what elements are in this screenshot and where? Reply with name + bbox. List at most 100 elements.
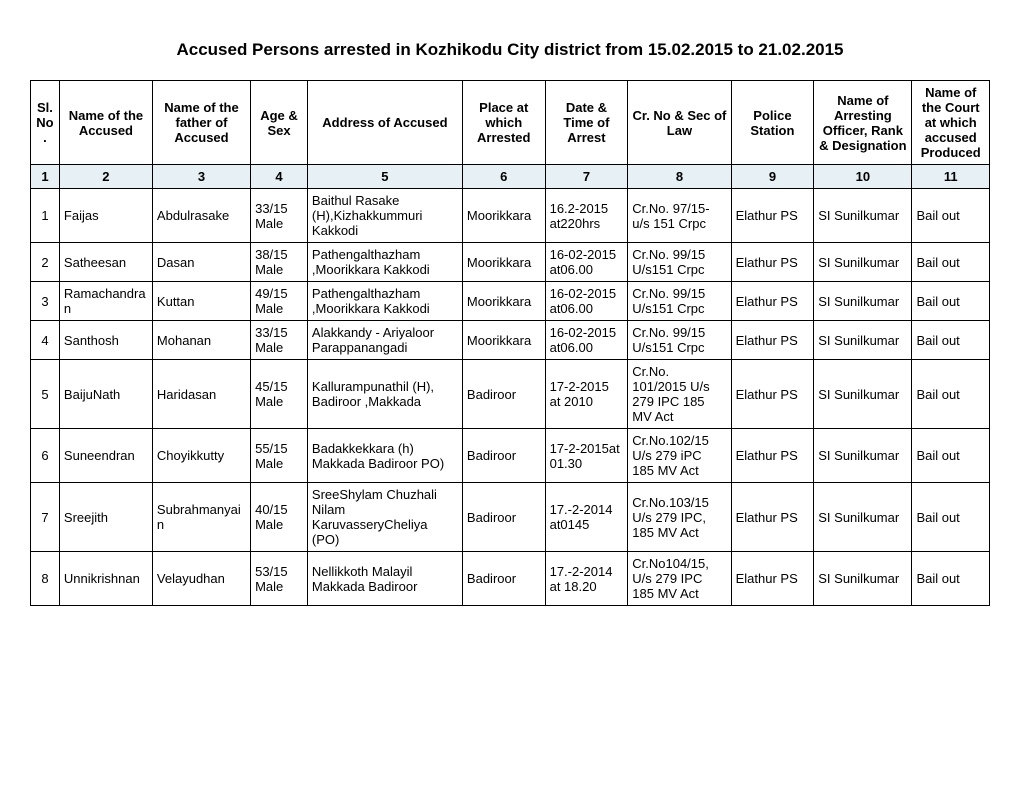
colnum-10: 10 bbox=[814, 165, 912, 189]
table-row: 6 Suneendran Choyikkutty 55/15 Male Bada… bbox=[31, 429, 990, 483]
cell-place: Badiroor bbox=[462, 483, 545, 552]
cell-sl: 8 bbox=[31, 552, 60, 606]
cell-father: Abdulrasake bbox=[152, 189, 250, 243]
cell-court: Bail out bbox=[912, 321, 990, 360]
col-header-place: Place at which Arrested bbox=[462, 81, 545, 165]
cell-datetime: 17.-2-2014 at0145 bbox=[545, 483, 628, 552]
cell-station: Elathur PS bbox=[731, 321, 814, 360]
col-header-name: Name of the Accused bbox=[59, 81, 152, 165]
cell-crno: Cr.No. 99/15 U/s151 Crpc bbox=[628, 321, 731, 360]
cell-sl: 2 bbox=[31, 243, 60, 282]
cell-age: 55/15 Male bbox=[251, 429, 308, 483]
table-row: 3 Ramachandran Kuttan 49/15 Male Patheng… bbox=[31, 282, 990, 321]
cell-station: Elathur PS bbox=[731, 552, 814, 606]
colnum-9: 9 bbox=[731, 165, 814, 189]
cell-station: Elathur PS bbox=[731, 189, 814, 243]
cell-address: Badakkekkara (h) Makkada Badiroor PO) bbox=[307, 429, 462, 483]
cell-address: Nellikkoth Malayil Makkada Badiroor bbox=[307, 552, 462, 606]
table-row: 5 BaijuNath Haridasan 45/15 Male Kallura… bbox=[31, 360, 990, 429]
cell-officer: SI Sunilkumar bbox=[814, 483, 912, 552]
cell-address: Alakkandy - Ariyaloor Parappanangadi bbox=[307, 321, 462, 360]
cell-officer: SI Sunilkumar bbox=[814, 282, 912, 321]
header-row: Sl. No. Name of the Accused Name of the … bbox=[31, 81, 990, 165]
cell-place: Moorikkara bbox=[462, 189, 545, 243]
cell-court: Bail out bbox=[912, 243, 990, 282]
cell-address: Pathengalthazham ,Moorikkara Kakkodi bbox=[307, 282, 462, 321]
cell-sl: 7 bbox=[31, 483, 60, 552]
cell-court: Bail out bbox=[912, 429, 990, 483]
cell-court: Bail out bbox=[912, 360, 990, 429]
cell-father: Subrahmanyain bbox=[152, 483, 250, 552]
cell-place: Badiroor bbox=[462, 360, 545, 429]
cell-station: Elathur PS bbox=[731, 282, 814, 321]
cell-sl: 4 bbox=[31, 321, 60, 360]
cell-officer: SI Sunilkumar bbox=[814, 321, 912, 360]
cell-datetime: 16-02-2015 at06.00 bbox=[545, 321, 628, 360]
cell-father: Mohanan bbox=[152, 321, 250, 360]
cell-station: Elathur PS bbox=[731, 360, 814, 429]
arrests-table: Sl. No. Name of the Accused Name of the … bbox=[30, 80, 990, 606]
cell-name: Satheesan bbox=[59, 243, 152, 282]
cell-crno: Cr.No104/15, U/s 279 IPC 185 MV Act bbox=[628, 552, 731, 606]
table-row: 1 Faijas Abdulrasake 33/15 Male Baithul … bbox=[31, 189, 990, 243]
cell-age: 33/15 Male bbox=[251, 189, 308, 243]
colnum-2: 2 bbox=[59, 165, 152, 189]
cell-age: 53/15 Male bbox=[251, 552, 308, 606]
cell-name: Santhosh bbox=[59, 321, 152, 360]
cell-crno: Cr.No.102/15 U/s 279 iPC 185 MV Act bbox=[628, 429, 731, 483]
cell-officer: SI Sunilkumar bbox=[814, 243, 912, 282]
cell-court: Bail out bbox=[912, 282, 990, 321]
cell-officer: SI Sunilkumar bbox=[814, 552, 912, 606]
cell-age: 49/15 Male bbox=[251, 282, 308, 321]
cell-age: 45/15 Male bbox=[251, 360, 308, 429]
col-header-officer: Name of Arresting Officer, Rank & Design… bbox=[814, 81, 912, 165]
cell-datetime: 16.2-2015 at220hrs bbox=[545, 189, 628, 243]
cell-datetime: 17-2-2015at 01.30 bbox=[545, 429, 628, 483]
cell-sl: 3 bbox=[31, 282, 60, 321]
table-row: 8 Unnikrishnan Velayudhan 53/15 Male Nel… bbox=[31, 552, 990, 606]
cell-officer: SI Sunilkumar bbox=[814, 189, 912, 243]
col-header-court: Name of the Court at which accused Produ… bbox=[912, 81, 990, 165]
colnum-6: 6 bbox=[462, 165, 545, 189]
cell-father: Kuttan bbox=[152, 282, 250, 321]
cell-court: Bail out bbox=[912, 483, 990, 552]
cell-crno: Cr.No. 97/15- u/s 151 Crpc bbox=[628, 189, 731, 243]
table-row: 7 Sreejith Subrahmanyain 40/15 Male Sree… bbox=[31, 483, 990, 552]
table-row: 2 Satheesan Dasan 38/15 Male Pathengalth… bbox=[31, 243, 990, 282]
colnum-4: 4 bbox=[251, 165, 308, 189]
cell-name: Suneendran bbox=[59, 429, 152, 483]
cell-address: SreeShylam Chuzhali Nilam KaruvasseryChe… bbox=[307, 483, 462, 552]
colnum-8: 8 bbox=[628, 165, 731, 189]
cell-address: Pathengalthazham ,Moorikkara Kakkodi bbox=[307, 243, 462, 282]
cell-father: Choyikkutty bbox=[152, 429, 250, 483]
cell-crno: Cr.No. 99/15 U/s151 Crpc bbox=[628, 243, 731, 282]
col-header-station: Police Station bbox=[731, 81, 814, 165]
cell-father: Dasan bbox=[152, 243, 250, 282]
colnum-11: 11 bbox=[912, 165, 990, 189]
cell-datetime: 17-2-2015 at 2010 bbox=[545, 360, 628, 429]
page-title: Accused Persons arrested in Kozhikodu Ci… bbox=[30, 40, 990, 60]
cell-sl: 5 bbox=[31, 360, 60, 429]
cell-father: Velayudhan bbox=[152, 552, 250, 606]
cell-crno: Cr.No.103/15 U/s 279 IPC, 185 MV Act bbox=[628, 483, 731, 552]
cell-address: Kallurampunathil (H), Badiroor ,Makkada bbox=[307, 360, 462, 429]
col-header-father: Name of the father of Accused bbox=[152, 81, 250, 165]
colnum-7: 7 bbox=[545, 165, 628, 189]
cell-place: Moorikkara bbox=[462, 243, 545, 282]
cell-datetime: 16-02-2015 at06.00 bbox=[545, 282, 628, 321]
cell-name: Faijas bbox=[59, 189, 152, 243]
cell-age: 40/15 Male bbox=[251, 483, 308, 552]
cell-officer: SI Sunilkumar bbox=[814, 429, 912, 483]
cell-place: Moorikkara bbox=[462, 282, 545, 321]
col-header-sl: Sl. No. bbox=[31, 81, 60, 165]
cell-court: Bail out bbox=[912, 552, 990, 606]
cell-place: Badiroor bbox=[462, 429, 545, 483]
cell-place: Moorikkara bbox=[462, 321, 545, 360]
cell-age: 38/15 Male bbox=[251, 243, 308, 282]
cell-datetime: 16-02-2015 at06.00 bbox=[545, 243, 628, 282]
col-header-datetime: Date & Time of Arrest bbox=[545, 81, 628, 165]
colnum-5: 5 bbox=[307, 165, 462, 189]
cell-sl: 1 bbox=[31, 189, 60, 243]
colnum-1: 1 bbox=[31, 165, 60, 189]
table-body: 1 Faijas Abdulrasake 33/15 Male Baithul … bbox=[31, 189, 990, 606]
